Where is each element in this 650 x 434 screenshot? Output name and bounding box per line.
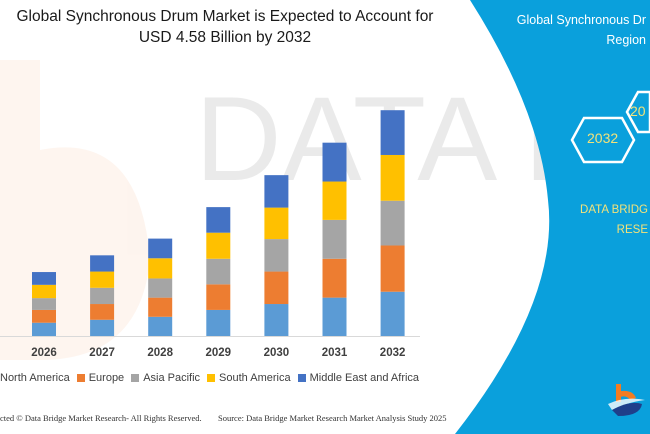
legend: North America Europe Asia Pacific South Ame…: [0, 372, 440, 384]
brand-line-1: DATA BRIDG: [580, 204, 648, 216]
bar-segment-2032-asia-pacific: [380, 200, 405, 246]
bar-segment-2031-south-america: [322, 181, 347, 220]
bar-segment-2027-middle-east-and-africa: [90, 255, 115, 272]
bar-segment-2028-south-america: [148, 258, 173, 279]
bar-segment-2029-north-america: [206, 309, 231, 336]
bars: [32, 110, 405, 336]
bar-segment-2026-south-america: [32, 284, 56, 299]
bar-segment-2029-asia-pacific: [206, 258, 231, 285]
hexagon-2: [625, 90, 650, 134]
bar-segment-2026-asia-pacific: [32, 298, 56, 310]
logo-icon: [608, 384, 645, 416]
bar-segment-2031-middle-east-and-africa: [322, 142, 347, 182]
panel-title: Global Synchronous Dr Region: [500, 10, 646, 50]
hex-label-2032: 2032: [587, 130, 619, 146]
bar-segment-2027-north-america: [90, 319, 115, 336]
bar-segment-2027-south-america: [90, 271, 115, 288]
x-tick-label: 2027: [89, 347, 115, 359]
bar-segment-2028-asia-pacific: [148, 278, 173, 298]
legend-label: North America: [0, 372, 70, 384]
legend-swatch: [207, 374, 216, 382]
x-tick-label: 2026: [31, 347, 57, 359]
brand-text: DATA BRIDG RESE: [572, 200, 648, 240]
legend-swatch: [297, 374, 306, 382]
bar-segment-2027-asia-pacific: [90, 287, 115, 305]
x-tick-label: 2032: [379, 347, 406, 359]
bar-segment-2029-middle-east-and-africa: [206, 207, 231, 233]
bar-segment-2032-europe: [380, 245, 405, 292]
title-line-1: Global Synchronous Drum Market is Expect…: [16, 8, 434, 46]
bar-segment-2032-south-america: [380, 154, 405, 201]
bar-segment-2030-middle-east-and-africa: [264, 175, 289, 208]
bar-segment-2029-europe: [206, 284, 231, 310]
x-tick-label: 2031: [321, 347, 348, 359]
legend-label: Asia Pacific: [143, 372, 201, 384]
bar-segment-2031-north-america: [322, 297, 347, 336]
bar-segment-2028-north-america: [148, 316, 173, 336]
bar-segment-2030-north-america: [264, 304, 289, 336]
bar-segment-2028-middle-east-and-africa: [148, 238, 173, 259]
source: Source: Data Bridge Market Research Mark…: [218, 413, 447, 423]
bar-segment-2027-europe: [90, 304, 115, 320]
right-panel: [455, 0, 650, 434]
legend-item: North America: [0, 372, 70, 384]
hexagon-2032: [570, 116, 636, 164]
bar-segment-2031-europe: [322, 258, 347, 298]
legend-label: South America: [219, 372, 291, 384]
panel-title-line-1: Global Synchronous Dr: [516, 13, 646, 27]
x-tick-label: 2028: [147, 347, 173, 359]
panel-title-line-2: Region: [606, 33, 646, 47]
legend-item: Asia Pacific: [131, 372, 200, 384]
legend-item: Europe: [76, 372, 125, 384]
bar-segment-2026-north-america: [32, 322, 56, 336]
legend-swatch: [76, 374, 85, 382]
legend-item: South America: [207, 372, 291, 384]
legend-label: Middle East and Africa: [309, 372, 420, 384]
legend-item: Middle East and Africa: [297, 372, 420, 384]
bar-segment-2032-north-america: [380, 291, 405, 336]
bar-segment-2028-europe: [148, 297, 173, 317]
bar-segment-2029-south-america: [206, 232, 231, 259]
copyright: cted © Data Bridge Market Research- All …: [0, 413, 202, 423]
legend-swatch: [131, 374, 140, 382]
bar-segment-2030-europe: [264, 271, 289, 305]
brand-line-2: RESE: [616, 224, 648, 236]
x-tick-label: 2029: [205, 347, 232, 359]
bar-segment-2030-asia-pacific: [264, 239, 289, 272]
bar-segment-2031-asia-pacific: [322, 219, 347, 259]
bar-segment-2030-south-america: [264, 207, 289, 240]
bar-segment-2032-middle-east-and-africa: [380, 110, 405, 155]
chart-title: Global Synchronous Drum Market is Expect…: [0, 6, 450, 48]
title-line-2: Billion by 2032: [210, 29, 312, 46]
legend-label: Europe: [88, 372, 125, 384]
bar-segment-2026-europe: [32, 309, 56, 323]
bar-segment-2026-middle-east-and-africa: [32, 272, 56, 285]
x-tick-label: 2030: [263, 347, 290, 359]
hex-label-2: 20: [630, 103, 646, 119]
